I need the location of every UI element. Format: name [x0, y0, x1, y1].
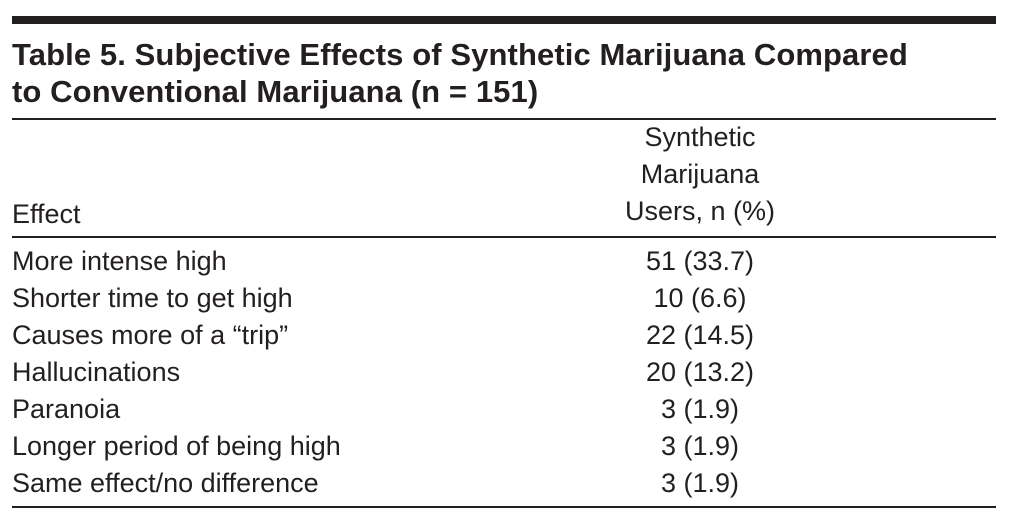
table-row: Longer period of being high 3 (1.9): [12, 428, 996, 465]
top-rule: [12, 16, 996, 24]
data-table: Table 5. Subjective Effects of Synthetic…: [12, 16, 996, 508]
table-row: Same effect/no difference 3 (1.9): [12, 465, 996, 502]
title-rule: [12, 118, 996, 120]
table-row: Causes more of a “trip” 22 (14.5): [12, 317, 996, 354]
row-effect: Same effect/no difference: [12, 468, 319, 498]
row-effect: Paranoia: [12, 394, 121, 424]
row-effect: Longer period of being high: [12, 431, 341, 461]
row-value: 3 (1.9): [660, 431, 740, 461]
table-row: Shorter time to get high 10 (6.6): [12, 280, 996, 317]
row-value: 20 (13.2): [645, 357, 755, 387]
table-row: Paranoia 3 (1.9): [12, 391, 996, 428]
row-value: 3 (1.9): [660, 394, 740, 424]
header-users: Synthetic Marijuana Users, n (%): [570, 119, 830, 230]
table-title-line-2: to Conventional Marijuana (n = 151): [12, 74, 539, 109]
row-effect: Causes more of a “trip”: [12, 320, 289, 350]
table-row: More intense high 51 (33.7): [12, 243, 996, 280]
table-title: Table 5. Subjective Effects of Synthetic…: [12, 36, 996, 110]
table-title-line-1: Table 5. Subjective Effects of Synthetic…: [12, 37, 908, 72]
header-users-line-2: Marijuana: [640, 159, 760, 189]
row-value: 51 (33.7): [645, 246, 755, 276]
table-body: More intense high 51 (33.7) Shorter time…: [12, 238, 996, 506]
header-users-line-1: Synthetic: [644, 122, 756, 152]
row-effect: Shorter time to get high: [12, 283, 293, 313]
header-users-line-3: Users, n (%): [624, 196, 776, 226]
table-header: Effect Synthetic Marijuana Users, n (%): [12, 120, 996, 236]
row-value: 3 (1.9): [660, 468, 740, 498]
table-row: Hallucinations 20 (13.2): [12, 354, 996, 391]
bottom-rule: [12, 506, 996, 508]
row-value: 10 (6.6): [653, 283, 747, 313]
row-effect: Hallucinations: [12, 357, 181, 387]
row-value: 22 (14.5): [645, 320, 755, 350]
header-rule: [12, 236, 996, 238]
row-effect: More intense high: [12, 246, 227, 276]
header-effect: Effect: [12, 199, 81, 229]
